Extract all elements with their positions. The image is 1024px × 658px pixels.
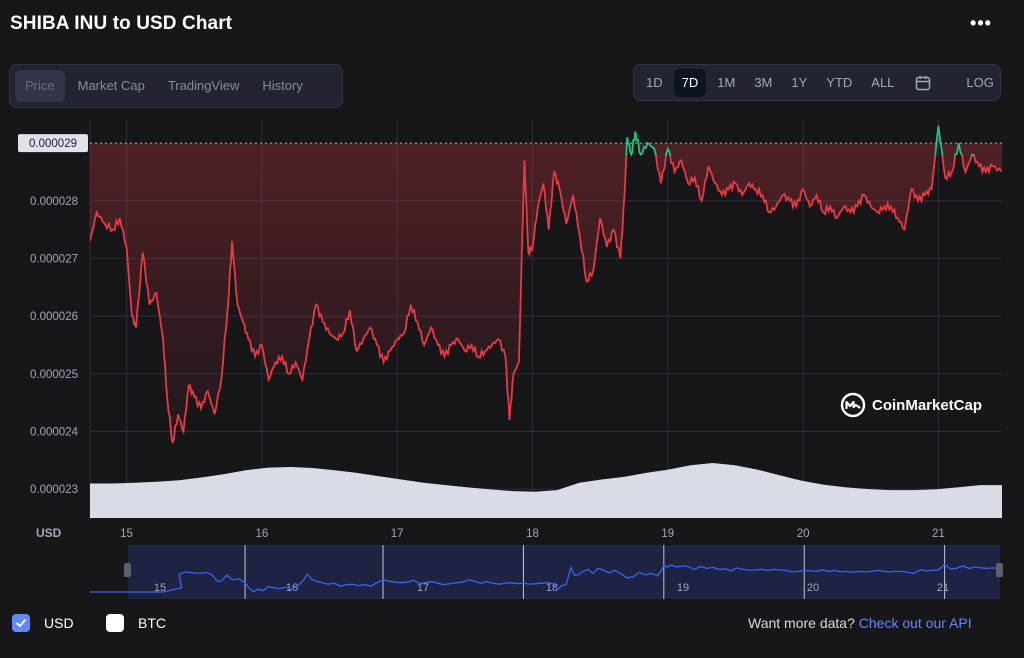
baseline-price-label: 0.000029: [29, 138, 77, 150]
y-tick-label: 0.000028: [30, 196, 78, 208]
y-axis-ticks: 0.000023 0.000024 0.000025 0.000026 0.000027…: [30, 196, 79, 496]
tab-price[interactable]: Price: [15, 70, 65, 102]
baseline-price-badge: 0.000029: [18, 134, 88, 153]
legend-btc-toggle[interactable]: BTC: [106, 614, 166, 632]
tab-tradingview[interactable]: TradingView: [167, 78, 240, 93]
y-tick-label: 0.000024: [30, 426, 79, 438]
navigator-tick-label: 21: [937, 582, 949, 594]
x-tick-label: 18: [526, 528, 539, 540]
navigator-line: [90, 563, 1003, 593]
x-axis-ticks: 15 16 17 18 19 20 21: [120, 528, 945, 540]
tab-market-cap[interactable]: Market Cap: [77, 78, 145, 93]
more-data-note: Want more data? Check out our API: [748, 615, 972, 631]
chart-type-tabs: Price Market Cap TradingView History: [9, 64, 343, 108]
legend-btc-label: BTC: [138, 615, 166, 631]
price-line: [90, 156, 1002, 444]
navigator-left-handle[interactable]: [124, 563, 131, 577]
x-tick-label: 17: [391, 528, 404, 540]
y-tick-label: 0.000025: [30, 369, 78, 381]
range-1y-button[interactable]: 1Y: [791, 74, 808, 90]
checkbox-checked-icon: [12, 614, 30, 632]
legend-usd-toggle[interactable]: USD: [12, 614, 74, 632]
more-data-text: Want more data?: [748, 615, 855, 631]
navigator-tick-label: 15: [154, 582, 166, 594]
coinmarketcap-logo-icon: [840, 392, 866, 418]
more-options-button[interactable]: •••: [970, 13, 992, 33]
range-1d-button[interactable]: 1D: [646, 74, 663, 90]
range-1m-button[interactable]: 1M: [717, 74, 736, 90]
y-tick-label: 0.000026: [30, 311, 78, 323]
page-title: SHIBA INU to USD Chart: [10, 13, 233, 34]
range-all-button[interactable]: ALL: [871, 74, 895, 90]
time-range-selector: 1D 7D 1M 3M 1Y YTD ALL LOG: [633, 64, 1001, 101]
checkbox-unchecked-icon: [106, 614, 124, 632]
x-tick-label: 20: [797, 528, 810, 540]
price-chart[interactable]: 0.000023 0.000024 0.000025 0.000026 0.000027…: [0, 0, 1024, 610]
tab-history[interactable]: History: [262, 78, 303, 93]
calendar-icon: [916, 75, 931, 90]
api-link[interactable]: Check out our API: [858, 615, 972, 631]
range-7d-button[interactable]: 7D: [673, 68, 707, 97]
range-ytd-button[interactable]: YTD: [826, 74, 853, 90]
x-tick-label: 16: [255, 528, 268, 540]
navigator-tick-label: 20: [807, 582, 819, 594]
y-tick-label: 0.000027: [30, 253, 78, 265]
navigator[interactable]: 15 16 17 18 19 20 21: [90, 545, 1003, 599]
watermark-text: CoinMarketCap: [872, 396, 983, 414]
calendar-button[interactable]: [905, 69, 941, 97]
coinmarketcap-watermark: CoinMarketCap: [840, 392, 982, 418]
x-tick-label: 15: [120, 528, 133, 540]
y-tick-label: 0.000023: [30, 484, 78, 496]
range-3m-button[interactable]: 3M: [754, 74, 773, 90]
volume-area: [90, 463, 1002, 518]
navigator-right-handle[interactable]: [996, 563, 1003, 577]
navigator-tick-label: 16: [286, 582, 298, 594]
legend-usd-label: USD: [44, 615, 74, 631]
x-tick-label: 19: [661, 528, 674, 540]
price-area-fill: [90, 125, 1002, 444]
navigator-tick-label: 19: [677, 582, 689, 594]
x-tick-label: 21: [932, 528, 945, 540]
navigator-tick-label: 17: [417, 582, 429, 594]
y-axis-unit: USD: [36, 526, 62, 540]
log-scale-button[interactable]: LOG: [966, 74, 994, 90]
